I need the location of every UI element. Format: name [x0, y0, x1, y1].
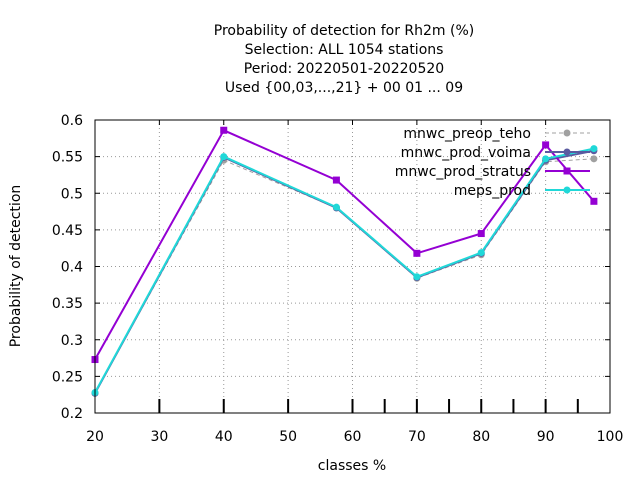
- y-tick-label: 0.4: [61, 260, 83, 276]
- x-tick-label: 50: [279, 429, 297, 445]
- legend-label: mnwc_prod_voima: [401, 145, 531, 161]
- y-tick-label: 0.45: [52, 223, 83, 239]
- y-tick-label: 0.35: [52, 296, 83, 312]
- grid: [95, 120, 610, 413]
- legend: mnwc_preop_teho mnwc_prod_voima mnwc_prod_…: [395, 126, 590, 199]
- legend-label: meps_prod: [454, 183, 531, 199]
- legend-marker-mnwc_prod_voima: [563, 148, 571, 156]
- legend-label: mnwc_prod_stratus: [395, 164, 531, 180]
- data-point-mnwc_prod_stratus: [220, 126, 228, 134]
- y-tick-label: 0.2: [61, 406, 83, 422]
- data-point-mnwc_prod_stratus: [413, 249, 421, 257]
- title-line-3: Period: 20220501-20220520: [244, 61, 444, 77]
- title-line-1: Probability of detection for Rh2m (%): [214, 23, 475, 39]
- legend-marker-mnwc_preop_teho: [563, 129, 571, 137]
- x-tick-label: 100: [597, 429, 624, 445]
- legend-marker-mnwc_prod_stratus: [563, 167, 571, 175]
- legend-marker-meps_prod: [563, 186, 571, 194]
- data-point-mnwc_prod_stratus: [332, 176, 340, 184]
- title-line-4: Used {00,03,...,21} + 00 01 ... 09: [225, 80, 463, 96]
- data-point-meps_prod: [477, 249, 485, 257]
- data-point-meps_prod: [220, 153, 228, 161]
- class-marks: [158, 399, 579, 413]
- x-tick-label: 70: [408, 429, 426, 445]
- data-point-mnwc_preop_teho: [590, 155, 598, 163]
- legend-label: mnwc_preop_teho: [403, 126, 531, 142]
- chart-title: Probability of detection for Rh2m (%) Se…: [214, 23, 475, 96]
- data-point-meps_prod: [590, 145, 598, 153]
- data-point-mnwc_prod_stratus: [477, 230, 485, 238]
- y-tick-label: 0.25: [52, 369, 83, 385]
- x-tick-label: 20: [86, 429, 104, 445]
- x-tick-label: 30: [150, 429, 168, 445]
- x-tick-label: 40: [215, 429, 233, 445]
- data-point-meps_prod: [332, 203, 340, 211]
- data-point-meps_prod: [542, 155, 550, 163]
- x-tick-label: 60: [344, 429, 362, 445]
- y-tick-label: 0.55: [52, 150, 83, 166]
- y-axis-label: Probability of detection: [8, 185, 24, 348]
- y-tick-label: 0.3: [61, 333, 83, 349]
- y-tick-label: 0.6: [61, 113, 83, 129]
- data-point-mnwc_prod_stratus: [590, 197, 598, 205]
- series-lines: [91, 126, 598, 397]
- x-axis-label: classes %: [318, 458, 386, 474]
- x-tick-label: 80: [472, 429, 490, 445]
- title-line-2: Selection: ALL 1054 stations: [245, 42, 444, 58]
- data-point-mnwc_prod_stratus: [542, 141, 550, 149]
- data-point-meps_prod: [413, 273, 421, 281]
- y-tick-label: 0.5: [61, 186, 83, 202]
- x-tick-label: 90: [537, 429, 555, 445]
- axis-ticks: 20 30 40 50 60 70 80 90 100 0.2 0.25 0.3 0.35 0.4 0.45…: [52, 113, 624, 445]
